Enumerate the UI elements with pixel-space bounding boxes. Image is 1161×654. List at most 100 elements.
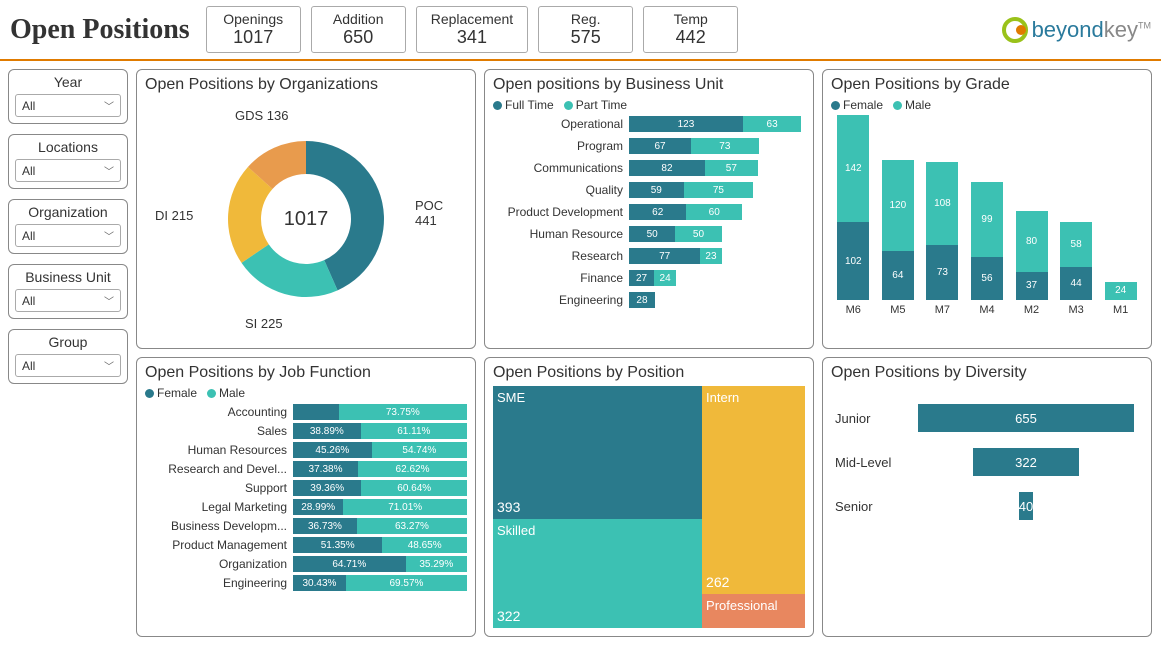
vbar-seg-b[interactable]: 120	[882, 160, 914, 251]
kpi-label: Replacement	[431, 11, 514, 27]
jf-row: Research and Devel... 37.38% 62.62%	[145, 461, 467, 477]
vbar-seg-b[interactable]: 80	[1016, 211, 1048, 272]
hbar-seg-a[interactable]: 62	[629, 204, 686, 220]
legend-label: Part Time	[576, 98, 627, 112]
kpi-label: Reg.	[553, 11, 618, 27]
vbar-seg-a[interactable]: 44	[1060, 267, 1092, 300]
hbar-seg-a[interactable]: 50	[629, 226, 675, 242]
vbar-seg-b[interactable]: 58	[1060, 222, 1092, 266]
legend-swatch	[145, 389, 154, 398]
hbar-seg-a[interactable]: 27	[629, 270, 654, 286]
jf-seg-a[interactable]: 38.89%	[293, 423, 361, 439]
vbar-seg-a[interactable]: 64	[882, 251, 914, 300]
treemap-label: Skilled	[497, 523, 698, 538]
filter-organization: Organization All ﹀	[8, 199, 128, 254]
vbar-seg-b[interactable]: 108	[926, 162, 958, 244]
filter-select[interactable]: All ﹀	[15, 94, 121, 117]
chevron-down-icon: ﹀	[104, 293, 114, 308]
vbar-stack: 44 58	[1060, 222, 1092, 300]
jf-seg-b[interactable]: 54.74%	[372, 442, 467, 458]
hbar-seg-b[interactable]: 57	[705, 160, 758, 176]
hbar-track: 82 57	[629, 160, 805, 176]
filter-select[interactable]: All ﹀	[15, 224, 121, 247]
jf-seg-b[interactable]: 71.01%	[343, 499, 467, 515]
jf-seg-b[interactable]: 73.75%	[339, 404, 467, 420]
jf-seg-a[interactable]: 36.73%	[293, 518, 357, 534]
hbar-seg-b[interactable]: 75	[684, 182, 753, 198]
filter-select[interactable]: All ﹀	[15, 289, 121, 312]
hbar-seg-b[interactable]: 23	[700, 248, 721, 264]
funnel-bar[interactable]: 322	[973, 448, 1079, 476]
jf-seg-a[interactable]: 30.43%	[293, 575, 346, 591]
jf-seg-a[interactable]	[293, 404, 339, 420]
vbar-seg-a[interactable]: 56	[971, 257, 1003, 300]
vbar-seg-b[interactable]: 99	[971, 182, 1003, 257]
jf-track: 73.75%	[293, 404, 467, 420]
chevron-down-icon: ﹀	[104, 358, 114, 373]
jf-seg-b[interactable]: 62.62%	[358, 461, 467, 477]
jf-seg-a[interactable]: 45.26%	[293, 442, 372, 458]
vbar-seg-a[interactable]: 37	[1016, 272, 1048, 300]
header: Open Positions Openings1017Addition650Re…	[0, 0, 1161, 61]
jf-seg-b[interactable]: 63.27%	[357, 518, 467, 534]
vbar-label: M4	[979, 304, 994, 316]
jf-seg-a[interactable]: 51.35%	[293, 537, 382, 553]
treemap-value: 322	[497, 608, 520, 624]
jf-seg-b[interactable]: 60.64%	[361, 480, 467, 496]
hbar-seg-a[interactable]: 67	[629, 138, 691, 154]
funnel-category: Mid-Level	[835, 455, 905, 470]
funnel-row: Senior 40	[835, 492, 1139, 520]
filter-select[interactable]: All ﹀	[15, 159, 121, 182]
jf-seg-b[interactable]: 48.65%	[382, 537, 467, 553]
vbar-stack: 64 120	[882, 160, 914, 300]
treemap-cell[interactable]: Intern 262	[702, 386, 805, 594]
card-grade: Open Positions by Grade FemaleMale 102 1…	[822, 69, 1152, 349]
hbar-seg-b[interactable]: 73	[691, 138, 759, 154]
kpi-value: 341	[431, 27, 514, 48]
vbar-stack: 24	[1105, 282, 1137, 300]
treemap-cell[interactable]: Skilled 322	[493, 519, 702, 628]
legend-swatch	[207, 389, 216, 398]
hbar-seg-a[interactable]: 77	[629, 248, 700, 264]
donut-slice-label: SI 225	[245, 316, 283, 331]
treemap-value: 393	[497, 499, 520, 515]
hbar-category: Program	[493, 139, 623, 153]
filter-value: All	[22, 359, 35, 373]
vbar-col: 24 M1	[1102, 282, 1140, 316]
jf-seg-b[interactable]: 35.29%	[406, 556, 467, 572]
jf-seg-a[interactable]: 64.71%	[293, 556, 406, 572]
hbar-track: 50 50	[629, 226, 805, 242]
jf-seg-a[interactable]: 28.99%	[293, 499, 343, 515]
treemap-cell[interactable]: SME 393	[493, 386, 702, 519]
hbar-seg-b[interactable]: 50	[675, 226, 721, 242]
hbar-seg-b[interactable]: 60	[686, 204, 742, 220]
kpi-label: Addition	[326, 11, 391, 27]
legend-swatch	[831, 101, 840, 110]
treemap-cell[interactable]: Professional	[702, 594, 805, 628]
filter-select[interactable]: All ﹀	[15, 354, 121, 377]
legend-label: Female	[157, 386, 197, 400]
funnel-bar[interactable]: 40	[1019, 492, 1032, 520]
jf-seg-a[interactable]: 39.36%	[293, 480, 361, 496]
filter-label: Group	[15, 334, 121, 350]
hbar-seg-b[interactable]: 63	[743, 116, 801, 132]
legend-item: Full Time	[493, 98, 554, 112]
hbar-seg-a[interactable]: 28	[629, 292, 655, 308]
vbar-seg-b[interactable]: 142	[837, 115, 869, 223]
vbar-seg-a[interactable]: 73	[926, 245, 958, 300]
hbar-seg-b[interactable]: 24	[654, 270, 676, 286]
hbar-seg-a[interactable]: 82	[629, 160, 705, 176]
jf-seg-a[interactable]: 37.38%	[293, 461, 358, 477]
hbar-category: Human Resource	[493, 227, 623, 241]
jf-seg-b[interactable]: 69.57%	[346, 575, 467, 591]
hbar-seg-a[interactable]: 59	[629, 182, 684, 198]
jf-seg-b[interactable]: 61.11%	[361, 423, 467, 439]
filter-value: All	[22, 164, 35, 178]
legend: FemaleMale	[831, 98, 1143, 112]
hbar-seg-a[interactable]: 123	[629, 116, 743, 132]
vbar-seg-a[interactable]: 102	[837, 222, 869, 300]
vbar-seg-b[interactable]: 24	[1105, 282, 1137, 300]
funnel-row: Junior 655	[835, 404, 1139, 432]
kpi-row: Openings1017Addition650Replacement341Reg…	[206, 6, 739, 53]
funnel-bar[interactable]: 655	[918, 404, 1133, 432]
